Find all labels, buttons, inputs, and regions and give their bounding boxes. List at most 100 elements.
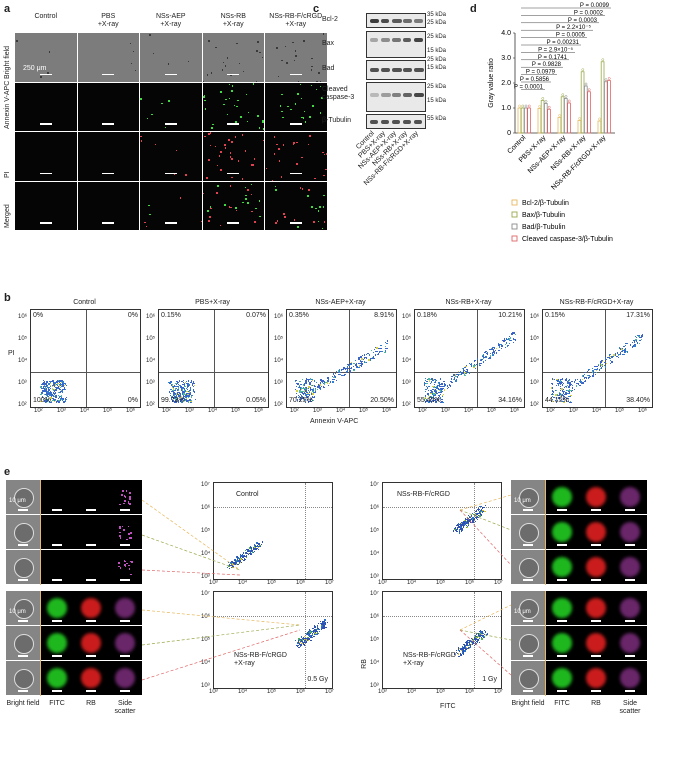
cell-fluor [115, 668, 135, 688]
ifc-dot [466, 516, 468, 519]
flow-dot [172, 400, 174, 402]
ifc-dot [320, 624, 323, 626]
flow-title-4: NSs-RB-F/cRGD+X-ray [559, 299, 634, 306]
flow-dot [450, 381, 453, 383]
flow-dot [348, 364, 350, 366]
flow-dot [65, 396, 68, 398]
flow-dot [482, 354, 484, 356]
flow-dot [309, 381, 311, 383]
flow-dot [459, 371, 462, 373]
ifc-x-tick: 10⁶ [465, 689, 475, 695]
flow-dot [320, 385, 323, 388]
flow-dot [190, 396, 193, 398]
flow-dot [299, 381, 301, 383]
flow-dot [299, 398, 301, 401]
flow-dot [347, 364, 349, 366]
cell-dot [297, 93, 299, 95]
flow-dot [188, 399, 190, 402]
cell-dot [226, 113, 229, 116]
flow-dot [186, 380, 188, 383]
cell-dot [296, 163, 298, 165]
x-tick-label: 10² [418, 408, 427, 414]
ifc-dot [241, 558, 243, 560]
flow-dot [439, 388, 441, 391]
blot-band [414, 93, 424, 97]
flow-dot [466, 371, 468, 373]
flow-dot [561, 384, 564, 386]
scale-bar [523, 690, 533, 692]
ifc-dot [456, 650, 458, 652]
flow-dot [567, 379, 569, 381]
col-label-4: NSs-RB-F/cRGD +X-ray [269, 13, 323, 28]
flow-dot [295, 388, 297, 391]
flow-dot [295, 379, 297, 382]
flow-dot [431, 397, 433, 399]
flow-dot [301, 391, 303, 393]
flow-dot [302, 396, 304, 398]
flow-dot [188, 397, 190, 399]
ifc-x-tick: 10⁴ [238, 580, 248, 586]
flow-dot [584, 381, 586, 383]
flow-dot [621, 353, 624, 355]
flow-dot [56, 386, 58, 389]
quadrant-line [543, 372, 652, 373]
cell-image [6, 626, 40, 660]
flow-dot [437, 398, 439, 400]
flow-dot [353, 368, 355, 370]
ifc-dot [257, 547, 260, 549]
flow-dot [511, 333, 513, 335]
cell-dot [228, 139, 230, 141]
flow-dot [425, 385, 428, 388]
flow-dot [505, 338, 508, 340]
flow-dot [508, 335, 511, 338]
flow-dot [453, 374, 455, 377]
flow-dot [594, 365, 596, 367]
ifc-x-tick: 10³ [209, 580, 218, 586]
cell-image [74, 515, 108, 549]
cell-dot [309, 116, 311, 118]
blot-band [414, 18, 424, 23]
flow-dot [442, 386, 444, 388]
flow-plot-0: 0% 0% 100% 0% [30, 309, 141, 408]
flow-dot [555, 394, 557, 396]
flow-dot [504, 344, 507, 346]
cell-dot [301, 188, 304, 190]
flow-dot [455, 380, 457, 382]
flow-dot [565, 387, 568, 389]
flow-dot [470, 363, 473, 365]
cell-dot [208, 133, 210, 135]
flow-dot [62, 381, 64, 383]
blot-band [392, 18, 402, 23]
flow-dot [512, 332, 514, 334]
flow-dot [568, 395, 570, 397]
flow-dot [612, 355, 614, 357]
cell-image [108, 661, 142, 695]
flow-dot [56, 382, 58, 384]
p-value: P = 2.2×10⁻⁵ [556, 24, 591, 31]
bar [603, 81, 608, 134]
ifc-dot [478, 637, 480, 639]
flow-dot [47, 399, 49, 401]
flow-dot [305, 381, 307, 383]
ifc-dot [457, 528, 459, 530]
scale-bar [52, 544, 62, 546]
flow-dot [178, 380, 180, 382]
scale-bar [18, 509, 28, 511]
cell-dot [247, 111, 250, 114]
image-cell [202, 181, 264, 230]
ifc-dot [253, 548, 255, 550]
flow-dot [317, 388, 319, 390]
flow-dot [305, 401, 307, 403]
cell-fluor [586, 598, 606, 618]
flow-dot [179, 393, 181, 395]
flow-dot [60, 384, 62, 386]
ifc-dot [458, 650, 461, 652]
flow-dot [586, 375, 589, 377]
flow-dot [348, 367, 350, 370]
flow-dot [430, 401, 432, 404]
blot-band [370, 93, 379, 97]
ifc-dot [301, 641, 303, 643]
cell-dot [282, 116, 284, 119]
flow-dot [300, 395, 302, 397]
